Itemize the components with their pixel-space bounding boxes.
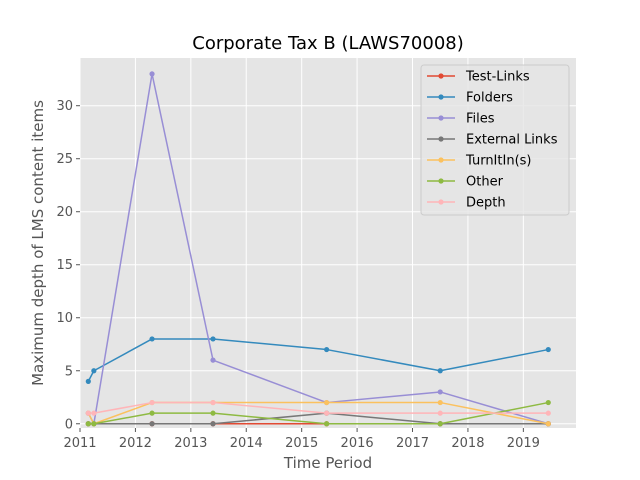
x-axis-ticks: 2011 2012 2013 2014 2015 2016 2017 2018 2019 bbox=[63, 428, 540, 451]
legend-label: Depth bbox=[466, 196, 506, 211]
data-point-other bbox=[545, 399, 551, 406]
data-point-turnitin-s bbox=[324, 399, 330, 406]
legend-marker bbox=[438, 157, 444, 163]
data-point-external-links bbox=[210, 421, 216, 427]
series-folders bbox=[85, 336, 551, 384]
legend-box bbox=[420, 64, 570, 216]
legend-label: TurnItIn(s) bbox=[465, 154, 531, 169]
legend-marker bbox=[438, 94, 444, 100]
data-point-depth bbox=[85, 410, 91, 416]
data-point-files bbox=[437, 389, 443, 395]
data-point-folders bbox=[437, 368, 443, 374]
y-tick-label: 25 bbox=[56, 152, 73, 167]
data-point-turnitin-s bbox=[437, 399, 443, 406]
x-axis-label: Time Period bbox=[283, 454, 372, 472]
data-point-folders bbox=[210, 336, 216, 342]
y-tick-label: 15 bbox=[56, 258, 73, 273]
series-depth bbox=[85, 399, 551, 416]
x-tick-label: 2013 bbox=[174, 436, 207, 451]
x-tick-label: 2019 bbox=[507, 436, 540, 451]
y-axis-ticks: 0 5 10 15 20 25 30 bbox=[56, 99, 80, 432]
data-point-folders bbox=[324, 346, 330, 353]
data-point-external-links bbox=[149, 421, 155, 427]
y-axis-label: Maximum depth of LMS content items bbox=[29, 100, 47, 386]
legend: Test-Links Folders Files External Links Turn… bbox=[420, 64, 570, 216]
data-point-other bbox=[324, 421, 330, 427]
legend-label: Test-Links bbox=[465, 70, 530, 85]
y-tick-label: 20 bbox=[56, 205, 73, 220]
legend-label: Other bbox=[466, 175, 504, 190]
x-tick-label: 2012 bbox=[119, 436, 152, 451]
x-tick-label: 2017 bbox=[396, 436, 429, 451]
series-other bbox=[85, 399, 551, 427]
y-tick-label: 0 bbox=[65, 417, 73, 432]
legend-marker bbox=[438, 115, 444, 121]
x-tick-label: 2014 bbox=[230, 436, 263, 451]
x-tick-label: 2016 bbox=[341, 436, 374, 451]
data-point-depth bbox=[324, 410, 330, 416]
legend-label: Files bbox=[466, 112, 495, 127]
data-point-folders bbox=[85, 378, 91, 384]
data-point-depth bbox=[91, 410, 97, 416]
data-point-folders bbox=[149, 336, 155, 342]
y-tick-label: 5 bbox=[65, 364, 73, 379]
data-point-other bbox=[149, 410, 155, 416]
legend-label: Folders bbox=[466, 91, 513, 106]
y-tick-label: 30 bbox=[56, 99, 73, 114]
legend-marker bbox=[438, 136, 444, 142]
data-point-files bbox=[210, 357, 216, 363]
x-tick-label: 2018 bbox=[451, 436, 484, 451]
data-point-files bbox=[149, 71, 155, 77]
legend-marker bbox=[438, 178, 444, 184]
x-tick-label: 2015 bbox=[285, 436, 318, 451]
legend-marker bbox=[438, 73, 444, 79]
data-point-folders bbox=[91, 368, 97, 374]
data-point-depth bbox=[545, 410, 551, 416]
data-point-other bbox=[437, 421, 443, 427]
data-point-other bbox=[91, 421, 97, 427]
x-tick-label: 2011 bbox=[63, 436, 96, 451]
chart-title: Corporate Tax B (LAWS70008) bbox=[192, 33, 464, 54]
legend-label: External Links bbox=[466, 133, 558, 148]
data-point-turnitin-s bbox=[545, 421, 551, 427]
data-point-folders bbox=[545, 346, 551, 353]
data-point-depth bbox=[210, 399, 216, 406]
data-point-other bbox=[85, 421, 91, 427]
data-point-depth bbox=[437, 410, 443, 416]
legend-marker bbox=[438, 199, 444, 205]
data-point-depth bbox=[149, 399, 155, 406]
data-point-other bbox=[210, 410, 216, 416]
y-tick-label: 10 bbox=[56, 311, 73, 326]
series-layer bbox=[85, 71, 551, 427]
